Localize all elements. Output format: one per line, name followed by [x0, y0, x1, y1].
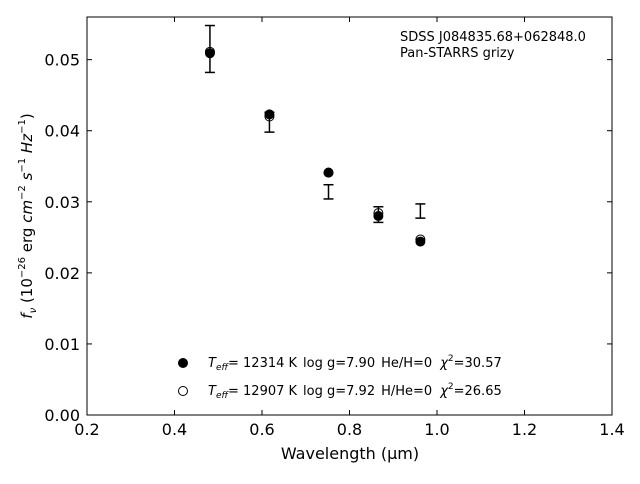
object-name-annotation: SDSS J084835.68+062848.0: [400, 30, 586, 45]
survey-annotation: Pan-STARRS grizy: [400, 46, 515, 61]
x-axis-label: Wavelength (μm): [281, 444, 419, 463]
y-tick-label: 0.02: [44, 264, 80, 283]
point-filled: [264, 109, 275, 120]
x-tick-label: 1.0: [424, 420, 449, 439]
point-open: [323, 167, 334, 178]
x-tick-label: 0.4: [162, 420, 187, 439]
point-filled: [415, 236, 426, 247]
svg-text:fν (10−26 erg cm−2 s−1 Hz−1): fν (10−26 erg cm−2 s−1 Hz−1): [17, 113, 39, 318]
y-tick-label: 0.03: [44, 193, 80, 212]
observed-errorbars: [204, 24, 426, 224]
legend-marker-filled: [178, 358, 188, 368]
y-axis-label: fν (10−26 erg cm−2 s−1 Hz−1): [17, 113, 39, 318]
point-open: [204, 46, 215, 57]
y-tick-label: 0.00: [44, 406, 80, 425]
observed-errorbar: [415, 203, 426, 219]
point-open: [264, 111, 275, 122]
observed-errorbar: [323, 183, 334, 200]
x-tick-label: 0.6: [249, 420, 274, 439]
model-points: [204, 46, 426, 247]
x-tick-label: 0.2: [74, 420, 99, 439]
x-tick-label: 1.2: [512, 420, 537, 439]
legend-marker-open: [178, 386, 188, 396]
y-tick-label: 0.05: [44, 51, 80, 70]
point-filled: [373, 211, 384, 221]
x-tick-label: 1.4: [599, 420, 624, 439]
point-open: [415, 234, 426, 245]
y-tick-label: 0.04: [44, 122, 80, 141]
y-tick-label: 0.01: [44, 335, 80, 354]
point-open: [373, 208, 384, 219]
x-axis: 0.2 0.4 0.6 0.8 1.0 1.2 1.4: [74, 17, 625, 439]
y-axis: 0.00 0.01 0.02 0.03 0.04 0.05: [44, 51, 612, 425]
x-tick-label: 0.8: [337, 420, 362, 439]
